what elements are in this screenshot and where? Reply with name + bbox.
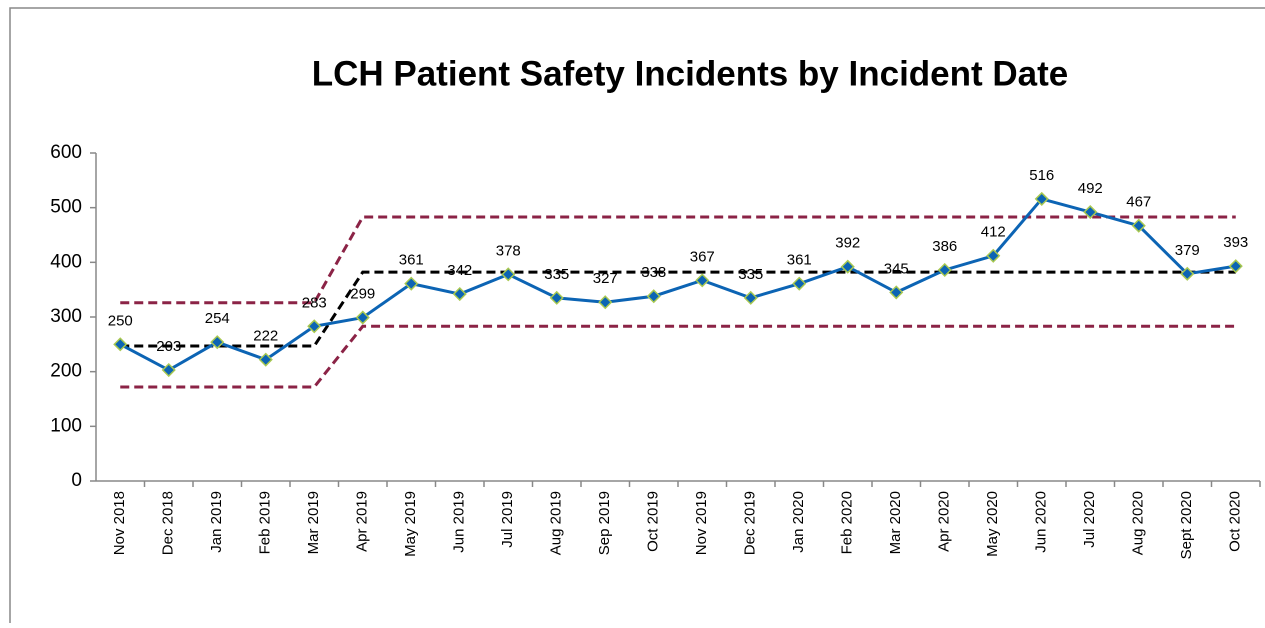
- data-point: [598, 295, 613, 310]
- data-label: 342: [447, 262, 472, 279]
- chart-frame: [9, 7, 1265, 628]
- data-point: [840, 259, 855, 274]
- data-label: 250: [108, 312, 133, 329]
- data-label: 327: [593, 270, 618, 287]
- data-point: [355, 310, 370, 325]
- x-tick-label: Sep 2019: [596, 491, 613, 555]
- data-point: [695, 273, 710, 288]
- y-tick-label: 100: [50, 415, 82, 436]
- data-point: [161, 362, 176, 378]
- data-label: 299: [350, 286, 375, 303]
- data-label: 335: [738, 266, 763, 283]
- data-point: [1180, 266, 1195, 281]
- x-tick-label: Jun 2020: [1033, 491, 1050, 553]
- data-point: [743, 290, 758, 305]
- data-point: [986, 248, 1001, 263]
- data-label: 412: [981, 224, 1006, 241]
- data-label: 386: [932, 238, 957, 255]
- x-tick-label: Aug 2020: [1130, 491, 1147, 555]
- x-tick-label: Apr 2019: [354, 491, 371, 552]
- data-label: 361: [399, 252, 424, 269]
- data-label: 345: [884, 260, 909, 277]
- y-tick-label: 400: [50, 251, 82, 272]
- data-point: [113, 337, 128, 352]
- x-tick-label: Feb 2019: [257, 491, 274, 554]
- x-tick-label: Oct 2020: [1227, 491, 1244, 552]
- x-tick-label: Jul 2019: [499, 491, 516, 548]
- data-point: [889, 285, 904, 300]
- data-label: 516: [1029, 167, 1054, 184]
- data-point: [792, 276, 807, 291]
- data-label: 203: [156, 338, 181, 355]
- y-tick-label: 0: [71, 470, 82, 491]
- x-tick-label: Feb 2020: [839, 491, 856, 554]
- data-label: 379: [1175, 242, 1200, 259]
- x-tick-label: May 2020: [984, 491, 1001, 557]
- data-label: 338: [641, 264, 666, 281]
- data-label: 254: [205, 310, 230, 327]
- data-point: [307, 319, 322, 334]
- data-point: [210, 335, 225, 350]
- data-point: [1083, 204, 1098, 220]
- y-tick-label: 300: [50, 306, 82, 327]
- x-tick-label: Aug 2019: [548, 491, 565, 555]
- data-line: [119, 197, 1236, 372]
- x-tick-label: Oct 2019: [645, 491, 662, 552]
- x-tick-label: Nov 2019: [693, 491, 710, 555]
- data-label: 335: [544, 266, 569, 283]
- x-tick-label: May 2019: [402, 491, 419, 557]
- data-point: [937, 262, 952, 278]
- reference-line: [120, 270, 1236, 348]
- x-tick-label: Jul 2020: [1081, 491, 1098, 548]
- data-point: [646, 289, 661, 304]
- x-tick-label: Mar 2019: [305, 491, 322, 554]
- data-point: [1131, 218, 1146, 233]
- x-tick-label: Jan 2019: [208, 491, 225, 553]
- data-point: [1034, 191, 1049, 206]
- data-label: 367: [690, 248, 715, 265]
- x-tick-label: Sept 2020: [1178, 491, 1195, 559]
- data-label: 393: [1223, 234, 1248, 251]
- x-tick-label: Nov 2018: [111, 491, 128, 555]
- data-point: [404, 276, 419, 291]
- x-tick-label: Jan 2020: [790, 491, 807, 553]
- data-point: [1228, 259, 1243, 274]
- data-point: [549, 290, 564, 305]
- x-tick-label: Apr 2020: [936, 491, 953, 552]
- data-label: 222: [253, 328, 278, 345]
- data-label: 378: [496, 242, 521, 259]
- y-tick-label: 600: [50, 142, 82, 163]
- data-label: 467: [1126, 194, 1151, 211]
- x-tick-label: Mar 2020: [887, 491, 904, 554]
- data-point: [258, 352, 273, 367]
- x-tick-label: Dec 2018: [160, 491, 177, 555]
- data-label: 283: [302, 294, 327, 311]
- data-label: 361: [787, 252, 812, 269]
- chart-title: LCH Patient Safety Incidents by Incident…: [312, 54, 1069, 93]
- x-tick-label: Dec 2019: [742, 491, 759, 555]
- reference-line: [120, 215, 1236, 305]
- data-point: [501, 267, 516, 282]
- data-point: [452, 286, 467, 302]
- data-label: 492: [1078, 180, 1103, 197]
- y-tick-label: 200: [50, 361, 82, 382]
- x-tick-label: Jun 2019: [451, 491, 468, 553]
- data-label: 392: [835, 235, 860, 252]
- y-tick-label: 500: [50, 197, 82, 218]
- reference-line: [120, 324, 1236, 389]
